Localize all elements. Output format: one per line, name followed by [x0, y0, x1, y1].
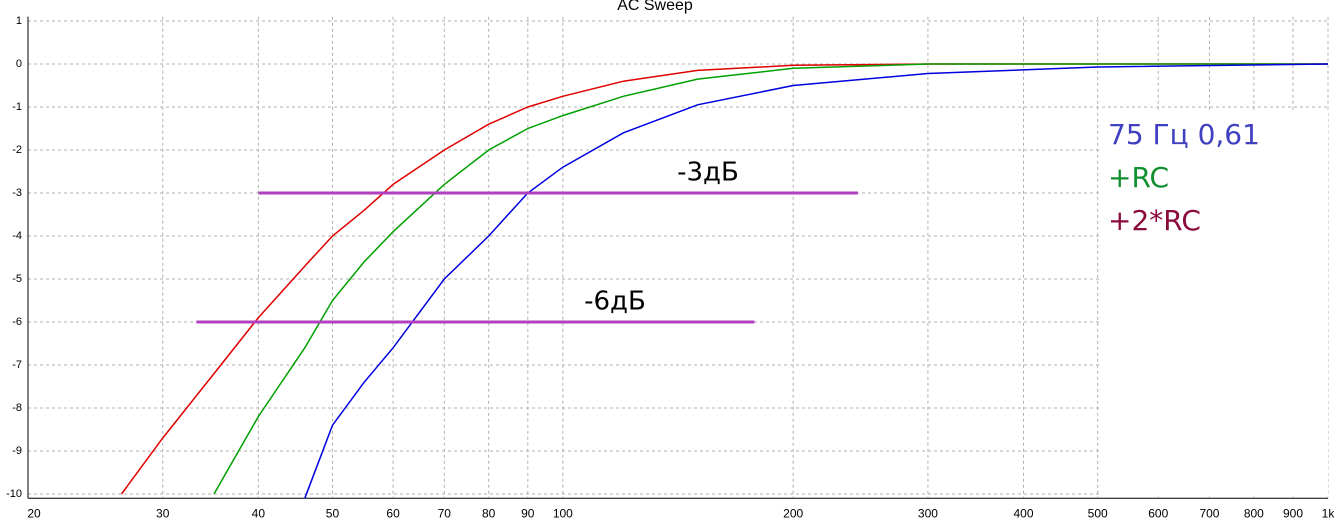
y-tick-label: -2	[12, 144, 22, 156]
x-tick-label: 800	[1244, 506, 1264, 520]
x-tick-label: 30	[156, 506, 170, 520]
x-tick-label: 300	[918, 506, 938, 520]
x-tick-label: 600	[1148, 506, 1168, 520]
x-tick-label: 60	[386, 506, 400, 520]
x-tick-label: 900	[1283, 506, 1303, 520]
x-tick-label: 700	[1199, 506, 1219, 520]
y-tick-label: -8	[12, 402, 22, 414]
y-tick-label: -10	[6, 488, 22, 500]
x-tick-label: 1k	[1322, 506, 1334, 520]
x-tick-label: 50	[326, 506, 340, 520]
y-tick-label: -9	[12, 445, 22, 457]
y-tick-label: -3	[12, 187, 22, 199]
x-tick-label: 80	[482, 506, 496, 520]
reference-label: -3дБ	[677, 158, 739, 188]
x-tick-label: 90	[521, 506, 535, 520]
y-tick-label: -6	[12, 316, 22, 328]
y-tick-label: -1	[12, 101, 22, 113]
x-tick-label: 40	[252, 506, 266, 520]
x-tick-label: 500	[1088, 506, 1108, 520]
x-tick-label: 400	[1013, 506, 1033, 520]
y-tick-label: 0	[16, 58, 22, 70]
legend-entry: +RC	[1108, 161, 1169, 194]
legend-entry: 75 Гц 0,61	[1108, 118, 1260, 151]
x-tick-label: 20	[27, 506, 41, 520]
chart-title: AC Sweep	[617, 0, 693, 14]
y-tick-label: 1	[16, 15, 22, 27]
series-line	[213, 63, 1328, 495]
x-tick-label: 100	[553, 506, 573, 520]
series-line	[304, 63, 1328, 499]
plot-area	[120, 63, 1328, 499]
y-tick-label: -7	[12, 359, 22, 371]
x-tick-label: 200	[783, 506, 803, 520]
series-line	[120, 63, 1328, 495]
x-tick-label: 70	[438, 506, 452, 520]
y-tick-label: -4	[12, 230, 22, 242]
legend-box	[1100, 110, 1328, 495]
reference-label: -6дБ	[584, 287, 646, 317]
legend-entry: +2*RC	[1108, 204, 1201, 237]
y-tick-label: -5	[12, 273, 22, 285]
